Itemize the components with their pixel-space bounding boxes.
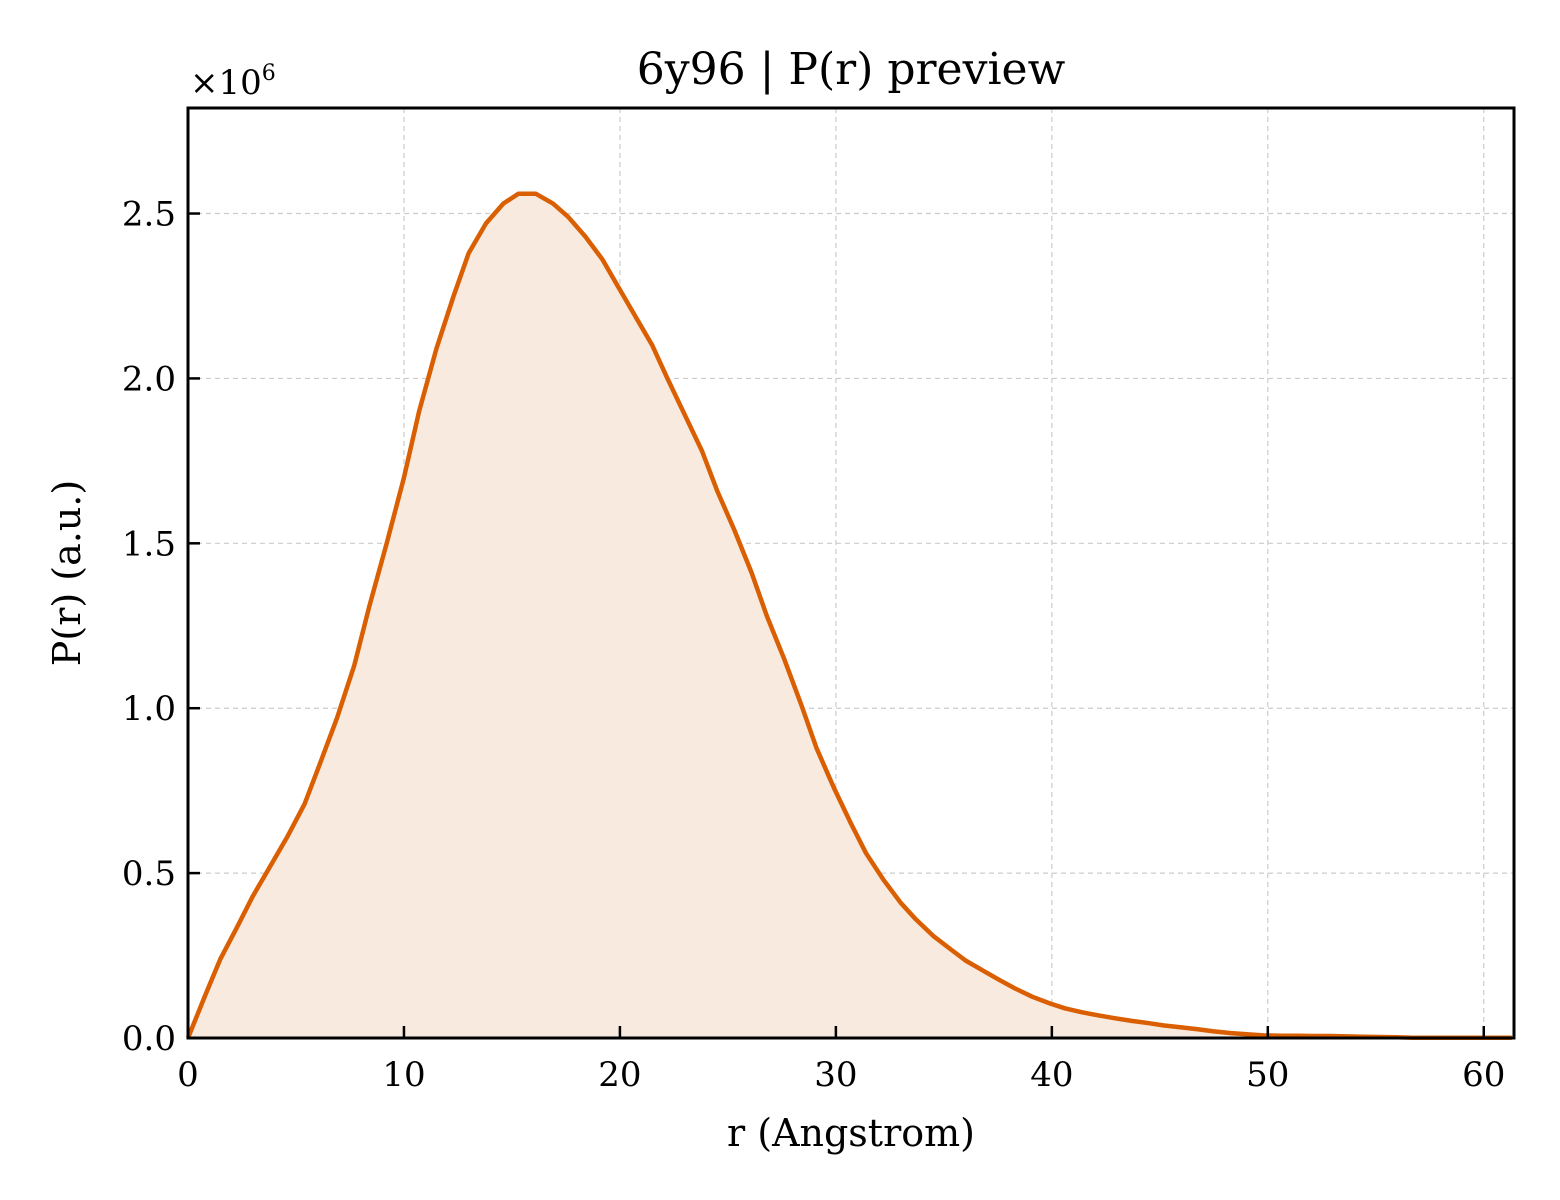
y-tick-label: 1.0 [122, 689, 176, 729]
x-tick-label: 0 [177, 1055, 199, 1095]
ticks [186, 212, 1486, 1040]
y-tick-labels: 0.0 0.5 1.0 1.5 2.0 2.5 [122, 195, 176, 1059]
y-tick-label: 0.0 [122, 1019, 176, 1059]
y-tick-label: 2.0 [122, 359, 176, 399]
pr-series-line [185, 191, 1512, 1041]
chart-title: 6y96 | P(r) preview [637, 44, 1066, 95]
y-tick-label: 1.5 [122, 524, 176, 564]
y-axis-label: P(r) (a.u.) [45, 480, 89, 666]
y-axis-multiplier-base: ×10 [190, 63, 262, 103]
y-axis-multiplier: ×106 [190, 61, 276, 103]
x-tick-label: 40 [1030, 1055, 1073, 1095]
x-tick-label: 20 [598, 1055, 641, 1095]
x-tick-label: 50 [1246, 1055, 1289, 1095]
y-axis-multiplier-exponent: 6 [262, 61, 276, 86]
x-tick-label: 10 [382, 1055, 425, 1095]
plot-frame [186, 106, 1516, 1040]
pr-area-fill [188, 193, 1512, 1038]
x-axis-label: r (Angstrom) [727, 1111, 975, 1155]
x-tick-label: 60 [1462, 1055, 1505, 1095]
y-tick-label: 0.5 [122, 854, 176, 894]
x-tick-label: 30 [814, 1055, 857, 1095]
y-tick-label: 2.5 [122, 195, 176, 235]
x-tick-labels: 0 10 20 30 40 50 60 [177, 1055, 1505, 1095]
